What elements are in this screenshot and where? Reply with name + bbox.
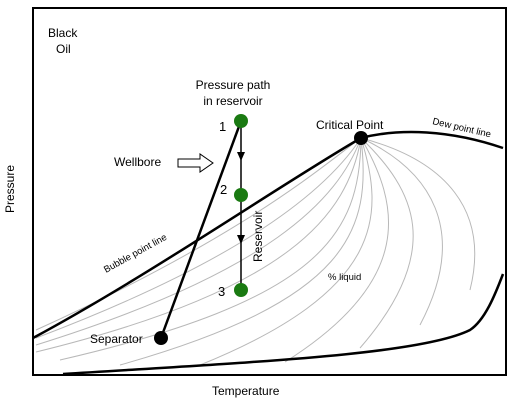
quality-lines (35, 137, 476, 366)
separator-label: Separator (90, 332, 143, 346)
quality-line (359, 137, 414, 349)
pressure-path-label-line-2: in reservoir (203, 94, 262, 108)
quality-line (360, 137, 443, 326)
quality-line (199, 137, 373, 366)
dew-point-line (360, 130, 504, 150)
quality-line (59, 137, 362, 361)
arrow-down-icon (237, 235, 245, 244)
liquid-label: % liquid (328, 272, 361, 283)
quality-line (35, 137, 362, 339)
arrow-down-icon (237, 152, 245, 161)
quality-line (35, 137, 362, 353)
corner-label-line-1: Black (48, 26, 78, 40)
point-1-marker (234, 114, 248, 128)
critical-point-label: Critical Point (316, 118, 384, 132)
quality-line (35, 137, 362, 346)
wellbore-path-line (159, 120, 243, 339)
x-axis-label: Temperature (212, 384, 280, 398)
reservoir-label: Reservoir (251, 211, 265, 262)
point-3-label: 3 (218, 284, 225, 299)
point-2-marker (234, 188, 248, 202)
y-axis-label: Pressure (3, 165, 17, 213)
quality-line (119, 137, 364, 366)
bubble-point-label: Bubble point line (102, 232, 169, 276)
lower-envelope-line (62, 273, 505, 376)
bubble-point-line (32, 136, 362, 340)
separator-marker (154, 331, 168, 345)
point-1-label: 1 (219, 119, 226, 134)
wellbore-label: Wellbore (114, 155, 161, 169)
quality-line (360, 137, 476, 291)
pressure-path-label-line-1: Pressure path (196, 78, 271, 92)
plot-frame (32, 7, 507, 376)
critical-point-marker (354, 131, 368, 145)
point-3-marker (234, 283, 248, 297)
quality-line (284, 137, 389, 363)
wellbore-arrow-icon (177, 153, 214, 173)
corner-label-line-2: Oil (56, 42, 71, 56)
point-2-label: 2 (220, 182, 227, 197)
